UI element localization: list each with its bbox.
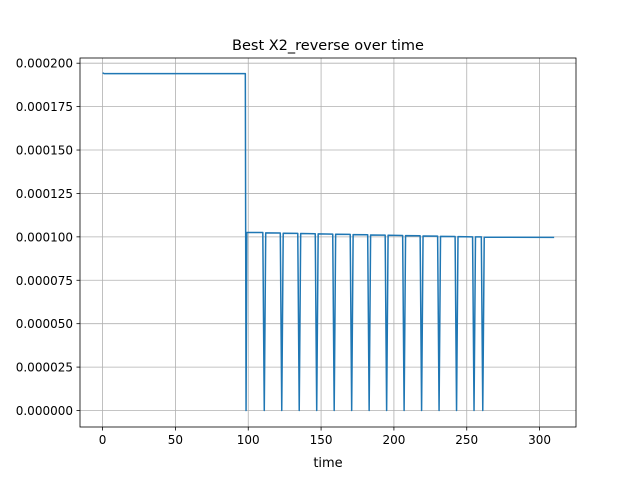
y-tick-label: 0.000125 bbox=[16, 187, 73, 201]
x-tick-label: 100 bbox=[237, 433, 260, 447]
x-axis-label: time bbox=[313, 456, 342, 471]
x-tick-label: 200 bbox=[382, 433, 405, 447]
y-tick-label: 0.000075 bbox=[16, 274, 73, 288]
x-tick-label: 300 bbox=[528, 433, 551, 447]
x-tick-label: 0 bbox=[99, 433, 107, 447]
chart-title: Best X2_reverse over time bbox=[232, 38, 424, 54]
y-axis-ticks: 0.000000 0.000025 0.000050 0.000075 0.000100… bbox=[16, 57, 80, 418]
y-tick-label: 0.000175 bbox=[16, 100, 73, 114]
x-axis-ticks: 0 50 100 150 200 250 300 bbox=[99, 427, 551, 447]
y-tick-label: 0.000150 bbox=[16, 144, 73, 158]
y-tick-label: 0.000050 bbox=[16, 317, 73, 331]
y-tick-label: 0.000025 bbox=[16, 361, 73, 375]
y-tick-label: 0.000000 bbox=[16, 404, 73, 418]
plot-frame bbox=[79, 57, 577, 428]
y-tick-label: 0.000100 bbox=[16, 230, 73, 244]
x-tick-label: 50 bbox=[168, 433, 183, 447]
gridlines bbox=[80, 58, 576, 427]
x-tick-label: 250 bbox=[455, 433, 478, 447]
plot-area bbox=[80, 58, 576, 427]
series-line bbox=[102, 72, 555, 412]
x-tick-label: 150 bbox=[310, 433, 333, 447]
series-group bbox=[102, 72, 555, 412]
y-tick-label: 0.000200 bbox=[16, 57, 73, 71]
